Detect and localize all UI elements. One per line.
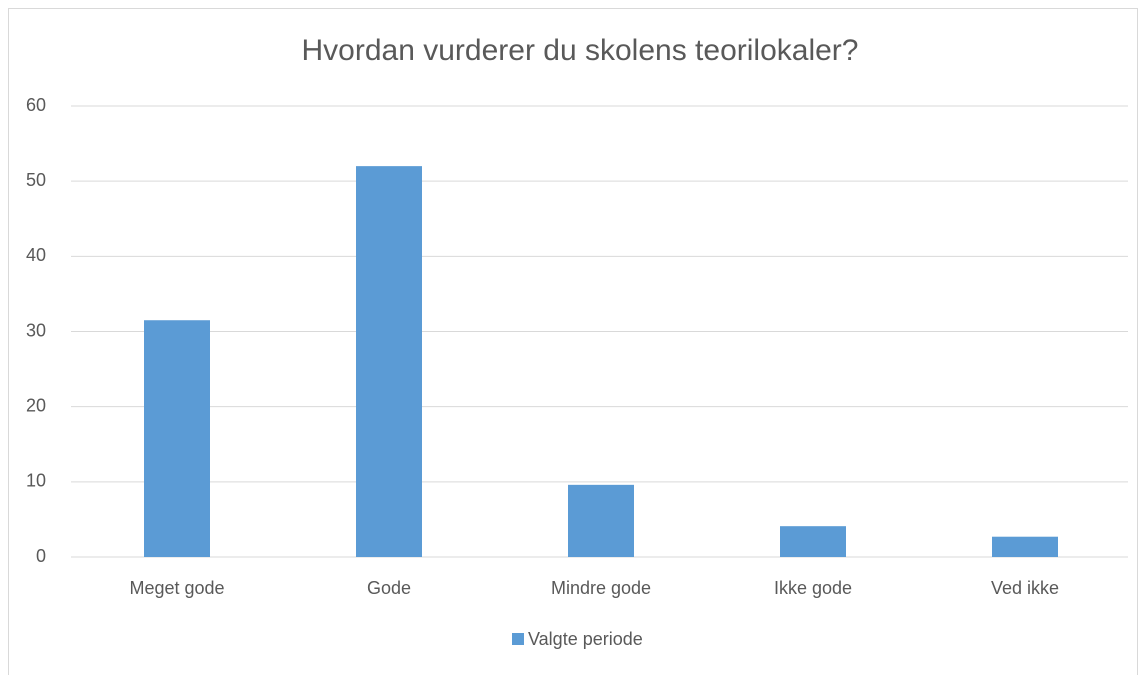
legend-label: Valgte periode bbox=[528, 629, 643, 649]
y-tick-label: 40 bbox=[26, 245, 46, 265]
y-tick-label: 30 bbox=[26, 320, 46, 340]
y-tick-label: 50 bbox=[26, 170, 46, 190]
x-tick-label: Meget gode bbox=[129, 578, 224, 598]
y-tick-label: 20 bbox=[26, 395, 46, 415]
x-tick-label: Ikke gode bbox=[774, 578, 852, 598]
y-tick-label: 0 bbox=[36, 546, 46, 566]
chart-title: Hvordan vurderer du skolens teorilokaler… bbox=[302, 34, 859, 67]
bar bbox=[780, 526, 846, 557]
bar bbox=[568, 484, 634, 557]
x-tick-label: Ved ikke bbox=[991, 578, 1059, 598]
bar bbox=[356, 166, 422, 557]
y-tick-label: 60 bbox=[26, 95, 46, 115]
x-tick-label: Mindre gode bbox=[551, 578, 651, 598]
bar bbox=[992, 536, 1058, 557]
bar bbox=[144, 320, 210, 557]
x-tick-label: Gode bbox=[367, 578, 411, 598]
y-tick-label: 10 bbox=[26, 471, 46, 491]
legend-swatch bbox=[512, 633, 524, 645]
